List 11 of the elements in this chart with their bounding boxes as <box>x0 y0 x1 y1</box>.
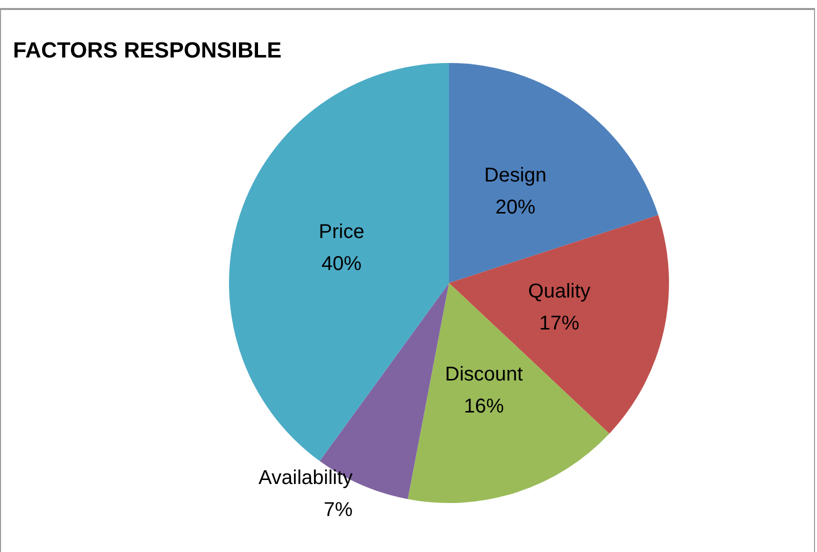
data-label: 16% <box>464 395 504 418</box>
data-label: 40% <box>322 253 362 276</box>
slice-label: Availability <box>258 467 353 490</box>
data-label: 7% <box>324 499 353 522</box>
data-label: 17% <box>539 312 580 335</box>
chart-title: FACTORS RESPONSIBLE <box>13 38 282 62</box>
slice-label: Design <box>484 164 547 187</box>
slice-label: Price <box>318 221 364 244</box>
data-label: 20% <box>495 196 536 219</box>
slice-label: Quality <box>528 280 590 303</box>
slice-label: Discount <box>445 363 524 386</box>
